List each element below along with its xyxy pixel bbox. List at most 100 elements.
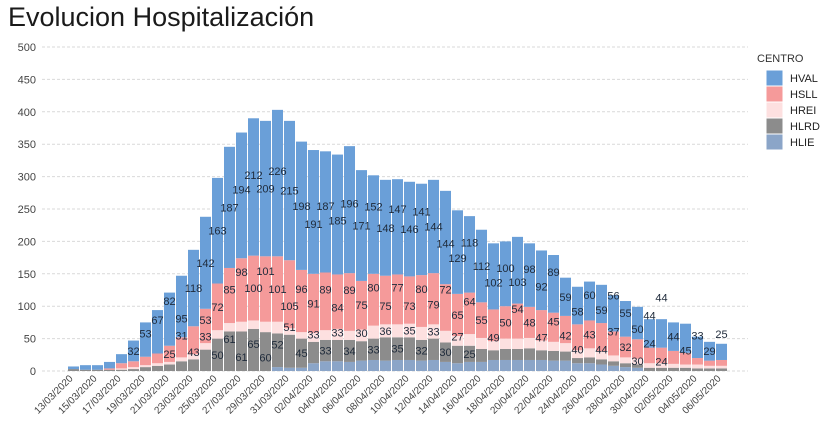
value-label-hsll: 55 [475, 315, 487, 327]
value-label-hval: 191 [304, 219, 322, 231]
bar-segment-hval [704, 341, 715, 361]
bar-segment-hlrd [512, 348, 523, 360]
bar-segment-hval [572, 286, 583, 325]
bar-segment-hlie [356, 360, 367, 371]
bar-segment-hlie [620, 367, 631, 371]
bar-segment-hval [644, 319, 655, 348]
bar-segment-hlrd [404, 337, 415, 360]
bar-segment-hval [608, 295, 619, 332]
value-label-hsll: 53 [199, 315, 211, 327]
bar-segment-hval [560, 277, 571, 316]
bar-segment-hval [68, 366, 79, 370]
value-label-hsll: 64 [463, 296, 475, 308]
value-label-hval: 112 [473, 261, 491, 273]
bar-segment-hsll [584, 320, 595, 349]
bar-segment-hrei [296, 332, 307, 339]
legend-swatch-hlrd [765, 117, 784, 135]
bar-segment-hlrd [380, 337, 391, 361]
bar-segment-hlie [332, 361, 343, 371]
bar-segment-hsll [212, 283, 223, 331]
value-label-hsll: 32 [619, 342, 631, 354]
legend-swatch-hrei [765, 101, 784, 119]
bar-segment-hval [368, 175, 379, 274]
value-label-hsll: 75 [355, 300, 367, 312]
bar-segment-hsll [536, 310, 547, 341]
bar-segment-hrei [428, 324, 439, 339]
value-label-hsll: 105 [280, 301, 298, 313]
value-label-hsll: 79 [427, 300, 439, 312]
bar-segment-hval [476, 229, 487, 303]
bar-segment-hrei [572, 350, 583, 359]
bar-segment-hval [632, 306, 643, 340]
value-label-hsll: 72 [439, 284, 451, 296]
value-label-hval: 194 [232, 184, 250, 196]
bar-segment-hlie [368, 359, 379, 371]
bar-segment-hlrd [236, 331, 247, 371]
value-label-hval: 147 [388, 204, 406, 216]
value-label-hsll: 43 [187, 347, 199, 359]
value-label-hval: 198 [292, 201, 310, 213]
bar-segment-hrei [536, 340, 547, 351]
bar-segment-hlie [512, 359, 523, 371]
bar-segment-hsll [476, 302, 487, 338]
bar-segment-hlrd [656, 367, 667, 371]
bar-segment-hsll [200, 308, 211, 344]
bar-segment-hrei [680, 364, 691, 368]
value-label-hsll: 89 [319, 284, 331, 296]
value-label-hval: 209 [256, 184, 274, 196]
bar-segment-hsll [272, 256, 283, 322]
value-label-hsll: 24 [643, 338, 655, 350]
value-label-hsll: 84 [331, 303, 343, 315]
bar-segment-hrei [488, 341, 499, 351]
bar-segment-hval [548, 255, 559, 313]
bar-segment-hval [200, 216, 211, 309]
bar-segment-hlie [560, 360, 571, 371]
legend-label-hlie: HLIE [790, 137, 814, 149]
bar-segment-hlrd [296, 338, 307, 368]
value-label-hlrd: 50 [211, 350, 223, 362]
bar-segment-hrei [404, 323, 415, 338]
bar-segment-hlrd [128, 369, 139, 371]
bar-segment-hval [668, 322, 679, 351]
bar-segment-hsll [656, 347, 667, 364]
chart-title: Evolucion Hospitalización [8, 2, 315, 32]
bar-segment-hrei [224, 323, 235, 332]
bar-segment-hval [260, 120, 271, 257]
value-label-hval: 60 [583, 290, 595, 302]
bar-segment-hval [620, 301, 631, 337]
bar-segment-hsll [524, 306, 535, 338]
value-label-hlrd: 33 [307, 330, 319, 342]
bar-segment-hsll [248, 255, 259, 321]
bar-segment-hval [320, 151, 331, 273]
y-tick-label: 0 [30, 366, 36, 378]
bar-segment-hlie [488, 359, 499, 371]
value-label-hval: 144 [424, 221, 442, 233]
bar-segment-hrei [584, 348, 595, 358]
value-label-hsll: 48 [523, 317, 535, 329]
legend-label-hval: HVAL [790, 73, 818, 85]
bar-segment-hlrd [68, 369, 79, 371]
bar-segment-hrei [512, 338, 523, 349]
bar-segment-hval [428, 179, 439, 274]
bar-segment-hsll [716, 359, 727, 366]
bar-segment-hrei [140, 365, 151, 368]
value-label-hsll: 101 [268, 284, 286, 296]
bar-segment-hlie [284, 367, 295, 371]
bar-segment-hrei [236, 321, 247, 332]
value-label-hsll: 54 [511, 304, 523, 316]
bar-segment-hlie [320, 361, 331, 371]
bar-segment-hrei [320, 330, 331, 340]
bar-segment-hlrd [704, 368, 715, 371]
value-label-hval: 58 [571, 307, 583, 319]
value-label-hsll: 40 [571, 344, 583, 356]
value-label-hsll: 80 [415, 284, 427, 296]
value-label-hval: 98 [523, 264, 535, 276]
value-label-hlrd: 52 [271, 339, 283, 351]
value-label-hval: 59 [595, 305, 607, 317]
bar-segment-hlrd [452, 345, 463, 364]
value-label-hval: 55 [619, 308, 631, 320]
bar-segment-hrei [476, 337, 487, 349]
bar-segment-hlrd [692, 368, 703, 371]
bar-segment-hlie [572, 363, 583, 371]
